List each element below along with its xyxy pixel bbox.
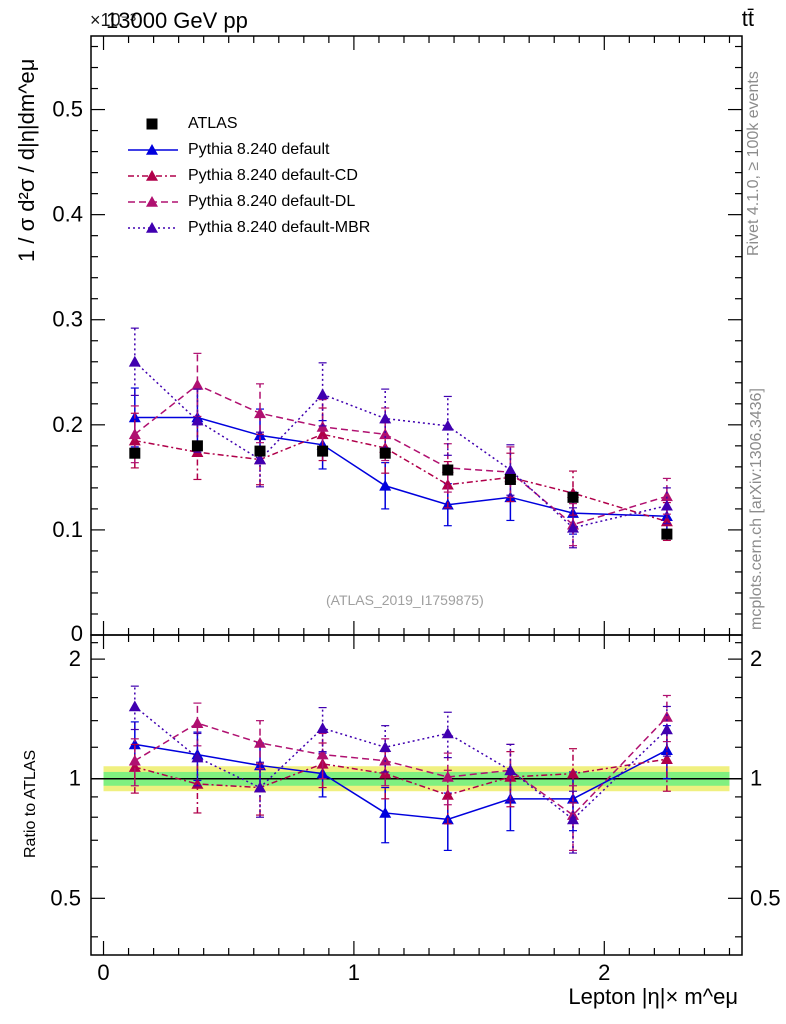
ratio-tick-label-right: 2 — [750, 646, 762, 671]
y-tick-label: 0.3 — [52, 307, 83, 332]
ratio-marker-dl — [660, 711, 673, 722]
ratio-tick-label: 1 — [69, 766, 81, 791]
marker-dl — [128, 428, 141, 440]
y-tick-label: 0.5 — [52, 97, 83, 122]
marker-default — [379, 479, 392, 491]
marker-mbr — [128, 355, 141, 367]
marker-mbr — [441, 419, 454, 431]
marker-dl — [660, 490, 673, 502]
legend-label-cd: Pythia 8.240 default-CD — [188, 167, 358, 184]
y-tick-label: 0.2 — [52, 412, 83, 437]
ratio-marker-mbr — [566, 813, 579, 825]
ratio-marker-mbr — [191, 751, 204, 763]
data-point-atlas — [379, 447, 391, 459]
data-point-atlas — [191, 440, 203, 452]
series-line-mbr — [134, 361, 668, 529]
ratio-marker-mbr — [316, 722, 329, 734]
x-tick-label: 0 — [97, 960, 109, 985]
rivet-version-label: Rivet 4.1.0, ≥ 100k events — [745, 71, 762, 256]
marker-mbr — [316, 388, 329, 400]
mcplots-label: mcplots.cern.ch [arXiv:1306.3436] — [748, 388, 765, 630]
data-point-atlas — [129, 447, 141, 459]
data-point-atlas — [317, 445, 329, 457]
ratio-marker-dl — [316, 748, 329, 760]
legend-label-dl: Pythia 8.240 default-DL — [188, 193, 356, 210]
marker-dl — [191, 378, 204, 390]
ratio-tick-label: 2 — [69, 646, 81, 671]
marker-mbr — [660, 499, 673, 511]
ratio-tick-label-right: 1 — [750, 766, 762, 791]
ratio-axis-label: Ratio to ATLAS — [22, 749, 39, 858]
x-tick-label: 1 — [348, 960, 360, 985]
series-line-cd — [134, 433, 668, 523]
marker-mbr — [566, 521, 579, 533]
ratio-marker-cd — [441, 788, 454, 800]
ratio-frame — [90, 634, 743, 956]
ratio-marker-mbr — [504, 764, 517, 776]
marker-mbr — [504, 464, 517, 475]
ratio-marker-dl — [254, 736, 267, 748]
ratio-marker-dl — [191, 717, 204, 728]
data-point-atlas — [661, 528, 673, 540]
legend-marker-dl — [146, 196, 158, 207]
ratio-tick-label-right: 0.5 — [750, 885, 781, 910]
y-multiplier: ×10⁻³ — [90, 10, 137, 30]
legend-marker-mbr — [146, 222, 158, 233]
marker-mbr — [254, 453, 267, 465]
ratio-line-mbr — [134, 705, 668, 821]
y-tick-label-zero: 0 — [71, 621, 83, 646]
marker-mbr — [379, 412, 392, 424]
legend-label-atlas: ATLAS — [188, 115, 238, 132]
process-label: tt̄ — [741, 6, 754, 31]
ratio-marker-mbr — [379, 741, 392, 753]
analysis-watermark: (ATLAS_2019_I1759875) — [326, 592, 484, 608]
ratio-marker-mbr — [254, 781, 267, 793]
ratio-marker-cd — [128, 761, 141, 772]
ratio-marker-cd — [566, 767, 579, 779]
legend-label-mbr: Pythia 8.240 default-MBR — [188, 219, 371, 236]
legend-marker-default — [146, 144, 158, 155]
ratio-marker-mbr — [660, 723, 673, 735]
marker-cd — [441, 478, 454, 490]
ratio-marker-dl — [128, 754, 141, 766]
ratio-marker-default — [379, 806, 392, 818]
data-point-atlas — [254, 445, 266, 457]
x-axis-label: Lepton |η|× m^eμ — [568, 984, 738, 1009]
ratio-marker-dl — [441, 770, 454, 782]
legend-label-default: Pythia 8.240 default — [188, 141, 330, 158]
data-point-atlas — [504, 473, 516, 485]
marker-cd — [316, 428, 329, 440]
data-point-atlas — [567, 491, 579, 503]
legend-symbol-atlas — [146, 118, 158, 130]
series-line-dl — [134, 384, 668, 526]
y-tick-label: 0.1 — [52, 517, 83, 542]
ratio-tick-label: 0.5 — [50, 885, 81, 910]
y-tick-label: 0.4 — [52, 202, 83, 227]
series-line-default — [134, 416, 667, 518]
energy-label: 13000 GeV pp — [106, 8, 248, 33]
ratio-marker-mbr — [128, 700, 141, 712]
marker-dl — [379, 428, 392, 440]
legend-marker-cd — [146, 170, 158, 181]
marker-mbr — [191, 414, 204, 426]
y-axis-label: 1 / σ d²σ / d|η|dm^eμ — [14, 58, 39, 262]
marker-dl — [254, 407, 267, 419]
data-point-atlas — [442, 464, 454, 476]
ratio-marker-cd — [660, 753, 673, 764]
ratio-marker-mbr — [441, 727, 454, 739]
x-tick-label: 2 — [598, 960, 610, 985]
